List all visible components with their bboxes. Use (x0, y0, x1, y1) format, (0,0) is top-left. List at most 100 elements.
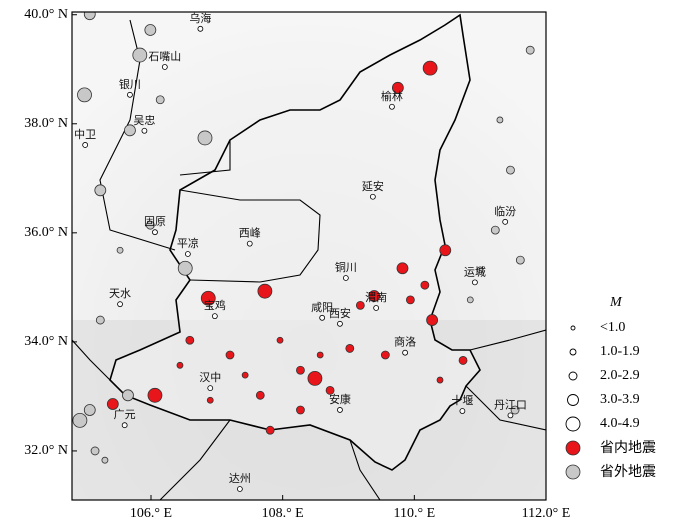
earthquake (176, 361, 184, 369)
x-tick-label: 106.° E (130, 506, 172, 521)
city-label: 石嘴山 (148, 50, 181, 63)
earthquake (77, 87, 92, 103)
earthquake (132, 47, 148, 63)
city-label: 中卫 (74, 128, 96, 141)
x-tick-label: 112.0° E (522, 506, 571, 521)
earthquake (72, 412, 88, 428)
earthquake (144, 24, 157, 36)
city-marker (337, 407, 343, 413)
city-marker (82, 142, 89, 148)
city-marker (211, 313, 218, 320)
earthquake (466, 296, 474, 304)
city-marker (502, 218, 509, 225)
city-marker (402, 349, 409, 356)
city-label: 丹江口 (494, 398, 527, 411)
earthquake (101, 456, 109, 464)
city-marker (459, 408, 466, 414)
earthquake (90, 446, 100, 456)
city-marker (507, 412, 514, 419)
earthquake (345, 344, 355, 353)
earthquake (368, 290, 381, 302)
legend-symbol (568, 371, 578, 381)
city-label: 十堰 (451, 393, 473, 407)
earthquake (94, 184, 107, 197)
city-marker (236, 486, 243, 492)
x-tick-label: 108.° E (262, 506, 304, 521)
y-tick-label: 32.0° N (24, 443, 68, 458)
city-marker (161, 64, 168, 70)
city-marker (141, 127, 148, 134)
city-marker (319, 314, 326, 321)
legend-symbol (569, 348, 577, 356)
earthquake (525, 45, 535, 55)
city-marker (373, 305, 380, 311)
earthquake (83, 12, 96, 21)
city-label: 乌海 (189, 11, 211, 25)
city-marker (197, 25, 204, 32)
earthquake (391, 81, 404, 94)
legend-symbol (565, 416, 581, 432)
earthquake (355, 300, 365, 310)
map-frame (71, 11, 547, 501)
earthquake (506, 165, 515, 175)
legend-label: 省内地震 (600, 440, 656, 456)
earthquake (147, 387, 163, 403)
legend-label: 3.0-3.9 (600, 392, 640, 407)
earthquake (296, 365, 305, 375)
earthquake (124, 124, 136, 137)
other-border (72, 19, 546, 500)
earthquake (255, 390, 265, 400)
earthquake (206, 396, 214, 404)
earthquake (496, 116, 504, 124)
earthquake (265, 425, 275, 435)
earthquake (380, 350, 390, 360)
legend-symbol (565, 464, 581, 480)
earthquake (325, 386, 335, 395)
city-label: 银川 (119, 77, 141, 91)
city-label: 延安 (362, 179, 384, 193)
city-label: 达州 (229, 472, 251, 485)
earthquake (185, 335, 195, 345)
city-label: 西安 (329, 306, 351, 320)
city-marker (389, 103, 395, 110)
earthquake (83, 404, 96, 416)
city-marker (207, 385, 214, 392)
legend-symbol (565, 440, 581, 456)
city-label: 安康 (329, 392, 351, 406)
legend-title: M (609, 295, 623, 310)
city-label: 天水 (109, 287, 131, 300)
legend-label: 省外地震 (600, 464, 656, 480)
city-label: 临汾 (494, 204, 516, 218)
earthquake (276, 336, 284, 344)
legend-label: 4.0-4.9 (600, 416, 640, 431)
earthquake (510, 405, 520, 415)
earthquake (257, 283, 273, 299)
city-label: 吴忠 (133, 114, 155, 127)
city-label: 榆林 (381, 89, 403, 103)
city-label: 平凉 (177, 236, 199, 250)
earthquake (436, 376, 444, 384)
city-label: 固原 (144, 215, 166, 228)
city-marker (369, 193, 376, 200)
earthquake (515, 255, 525, 265)
earthquake (200, 290, 216, 306)
earthquake (145, 220, 155, 230)
city-label: 商洛 (394, 335, 416, 349)
city-label: 运城 (464, 265, 486, 278)
city-marker (152, 229, 158, 236)
earthquake (116, 246, 124, 254)
city-marker (184, 251, 191, 257)
city-marker (127, 91, 133, 98)
city-marker (121, 422, 128, 429)
y-tick-label: 40.0° N (24, 7, 68, 22)
city-label: 渭南 (365, 291, 387, 304)
city-marker (246, 240, 253, 247)
y-tick-label: 34.0° N (24, 334, 68, 349)
earthquake (420, 280, 430, 290)
earthquake (241, 371, 249, 379)
earthquake (95, 315, 105, 325)
legend-symbol (570, 325, 576, 331)
earthquake (106, 398, 119, 410)
legend-label: 2.0-2.9 (600, 368, 640, 383)
